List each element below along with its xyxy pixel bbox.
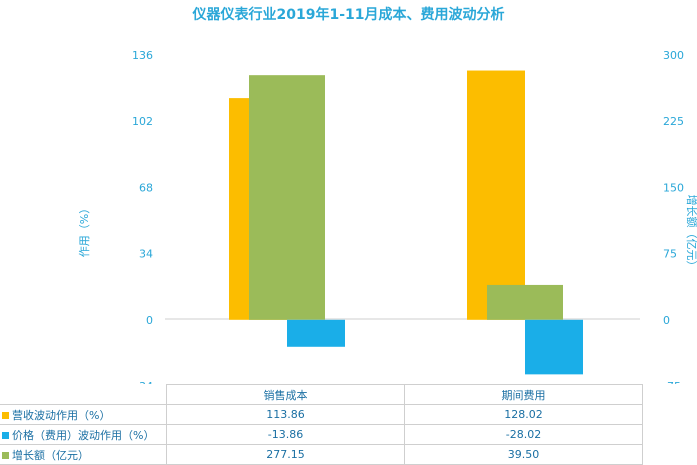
data-label: 113.86: [166, 404, 405, 425]
y-right-tick-label: 300: [663, 49, 684, 62]
y-left-tick-label: -34: [135, 380, 153, 384]
data-label: -13.86: [166, 424, 405, 445]
legend-entry-growth: 增长额（亿元）: [0, 444, 167, 465]
bars-group: [229, 70, 583, 375]
data-label: 39.50: [404, 444, 643, 465]
y-right-tick-label: 75: [663, 248, 677, 261]
table-row-price: 价格（费用）波动作用（%） -13.86 -28.02: [0, 424, 643, 445]
y-left-tick-label: 34: [139, 248, 153, 261]
bar-growth: [249, 75, 325, 320]
right-axis-ticks: 300 225 150 75 0 -75: [663, 49, 684, 384]
y-left-tick-label: 0: [146, 314, 153, 327]
bar-price: [525, 319, 583, 375]
y-right-tick-label: 225: [663, 115, 684, 128]
legend-key-growth: [2, 452, 9, 459]
y-right-tick-label: 150: [663, 181, 684, 194]
legend-entry-revenue: 营收波动作用（%）: [0, 404, 167, 425]
chart-title: 仪器仪表行业2019年1-11月成本、费用波动分析: [192, 7, 505, 23]
bar-growth: [487, 284, 563, 320]
y-axis-right-label: 增长额（亿元）: [685, 195, 697, 272]
legend-entry-price: 价格（费用）波动作用（%）: [0, 424, 167, 445]
y-axis-left-label: 作用（%）: [78, 203, 91, 257]
data-table: 销售成本 期间费用 营收波动作用（%） 113.86 128.02 价格（费用）…: [0, 384, 643, 465]
series-name-revenue: 营收波动作用（%）: [12, 408, 111, 422]
table-header-row: 销售成本 期间费用: [0, 384, 643, 405]
legend-key-price: [2, 432, 9, 439]
y-left-tick-label: 136: [132, 49, 153, 62]
series-name-price: 价格（费用）波动作用（%）: [12, 428, 155, 442]
y-right-tick-label: -75: [663, 380, 681, 384]
bar-price: [287, 319, 345, 347]
legend-key-revenue: [2, 412, 9, 419]
y-left-tick-label: 68: [139, 181, 153, 194]
y-right-tick-label: 0: [663, 314, 670, 327]
chart-svg: 136 102 68 34 0 -34 300 225 150 75 0 -75 作用（%） 增长额…: [78, 49, 697, 384]
table-corner: [0, 384, 167, 405]
y-left-tick-label: 102: [132, 115, 153, 128]
data-label: 128.02: [404, 404, 643, 425]
data-label: -28.02: [404, 424, 643, 445]
table-row-growth: 增长额（亿元） 277.15 39.50: [0, 444, 643, 465]
category-header-1: 期间费用: [404, 384, 643, 405]
bar-revenue: [467, 70, 525, 320]
table-row-revenue: 营收波动作用（%） 113.86 128.02: [0, 404, 643, 425]
series-name-growth: 增长额（亿元）: [12, 448, 89, 462]
category-header-0: 销售成本: [166, 384, 405, 405]
left-axis-ticks: 136 102 68 34 0 -34: [132, 49, 153, 384]
data-label: 277.15: [166, 444, 405, 465]
